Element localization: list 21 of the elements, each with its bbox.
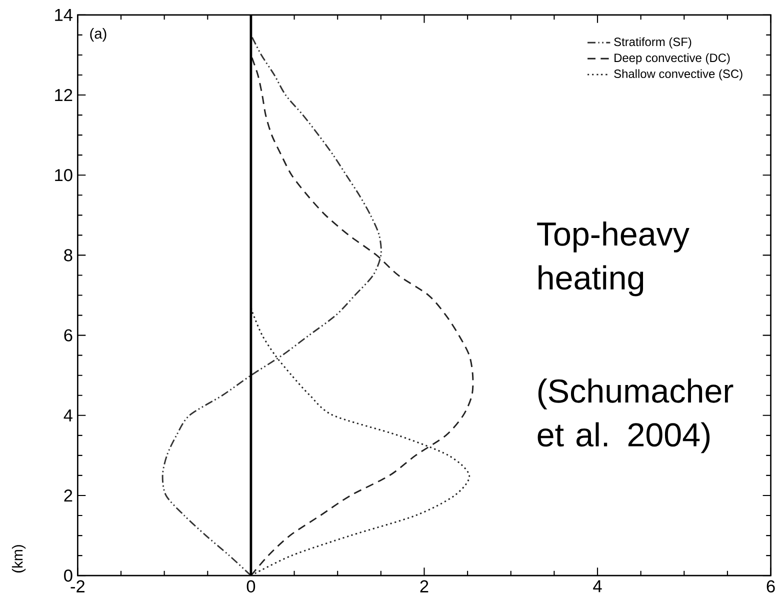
y-tick-label: 10 bbox=[55, 168, 72, 182]
x-tick-label: 0 bbox=[246, 580, 256, 592]
line-series bbox=[162, 34, 382, 576]
legend-label: Stratiform (SF) bbox=[614, 37, 692, 48]
x-tick-label: 2 bbox=[420, 580, 428, 592]
annotation: (a) bbox=[90, 28, 106, 42]
annotation: Top-heavy heating bbox=[537, 221, 690, 296]
y-tick-label: 12 bbox=[55, 88, 72, 101]
y-tick-label: 8 bbox=[64, 248, 72, 262]
x-tick-label: 4 bbox=[593, 580, 602, 592]
annotation: (Schumacher et al. 2004) bbox=[538, 378, 734, 453]
y-tick-label: 0 bbox=[64, 569, 72, 582]
y-tick-label: 6 bbox=[64, 328, 72, 342]
y-tick-label: 14 bbox=[55, 8, 72, 21]
y-axis-title: (km) bbox=[12, 544, 26, 572]
x-tick-label: 6 bbox=[766, 580, 775, 592]
legend-label: Shallow convective (SC) bbox=[614, 69, 742, 80]
legend-label: Deep convective (DC) bbox=[614, 53, 730, 64]
y-tick-label: 4 bbox=[64, 409, 72, 422]
x-tick-label: -2 bbox=[70, 580, 84, 592]
y-tick-label: 2 bbox=[64, 489, 72, 502]
